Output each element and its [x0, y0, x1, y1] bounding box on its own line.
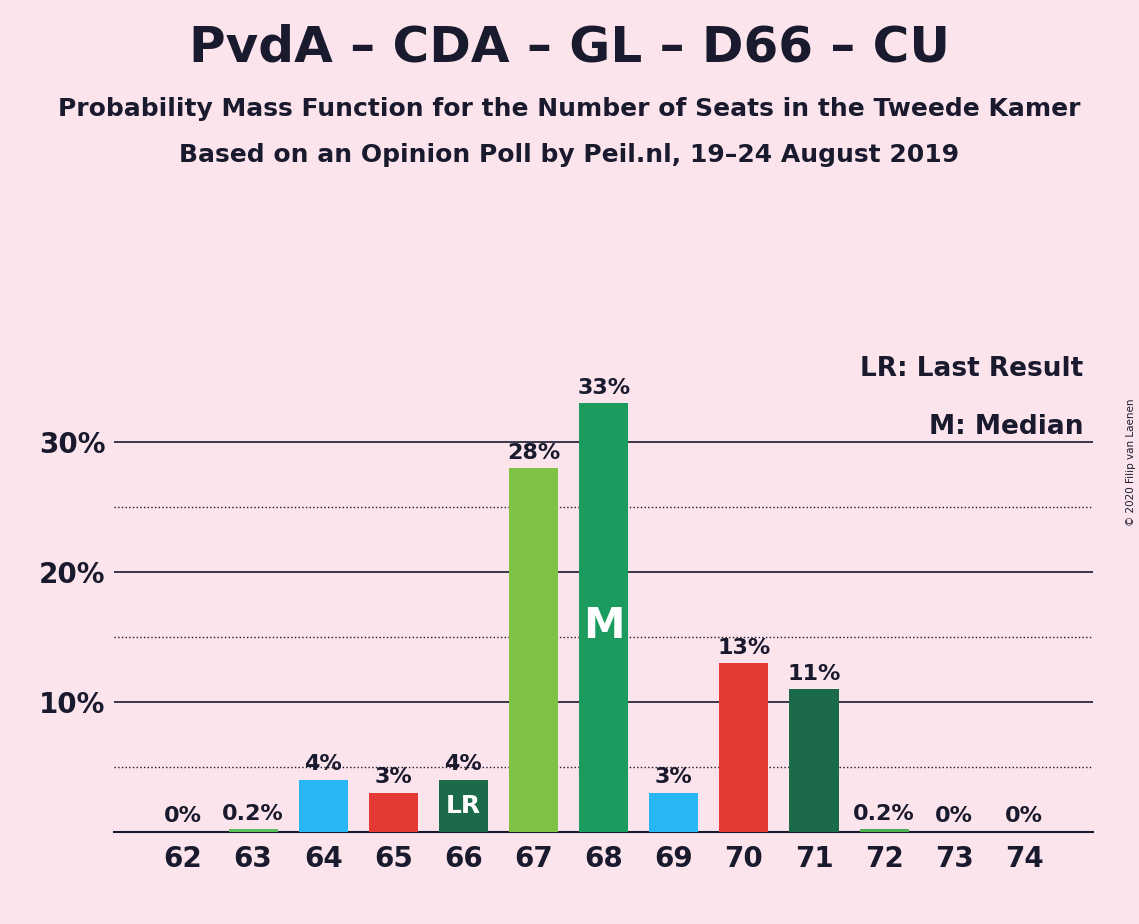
Text: 4%: 4%: [304, 755, 342, 774]
Text: 33%: 33%: [577, 378, 630, 398]
Text: 0%: 0%: [1006, 807, 1043, 826]
Text: 0%: 0%: [935, 807, 973, 826]
Text: 3%: 3%: [375, 768, 412, 787]
Bar: [509, 468, 558, 832]
Text: 13%: 13%: [718, 638, 770, 658]
Text: 0.2%: 0.2%: [853, 804, 915, 824]
Text: M: Median: M: Median: [929, 414, 1083, 440]
Bar: [860, 829, 909, 832]
Text: 0%: 0%: [164, 807, 202, 826]
Text: Probability Mass Function for the Number of Seats in the Tweede Kamer: Probability Mass Function for the Number…: [58, 97, 1081, 121]
Bar: [439, 780, 487, 832]
Text: Based on an Opinion Poll by Peil.nl, 19–24 August 2019: Based on an Opinion Poll by Peil.nl, 19–…: [180, 143, 959, 167]
Text: PvdA – CDA – GL – D66 – CU: PvdA – CDA – GL – D66 – CU: [189, 23, 950, 71]
Bar: [298, 780, 347, 832]
Text: © 2020 Filip van Laenen: © 2020 Filip van Laenen: [1125, 398, 1136, 526]
Bar: [649, 793, 698, 832]
Text: M: M: [583, 605, 624, 647]
Text: 11%: 11%: [787, 663, 841, 684]
Text: 4%: 4%: [444, 755, 482, 774]
Text: 3%: 3%: [655, 768, 693, 787]
Bar: [720, 663, 769, 832]
Text: 0.2%: 0.2%: [222, 804, 284, 824]
Text: LR: Last Result: LR: Last Result: [860, 356, 1083, 382]
Text: LR: LR: [445, 794, 481, 818]
Bar: [229, 829, 278, 832]
Text: 28%: 28%: [507, 443, 560, 463]
Bar: [579, 403, 629, 832]
Bar: [789, 688, 838, 832]
Bar: [369, 793, 418, 832]
